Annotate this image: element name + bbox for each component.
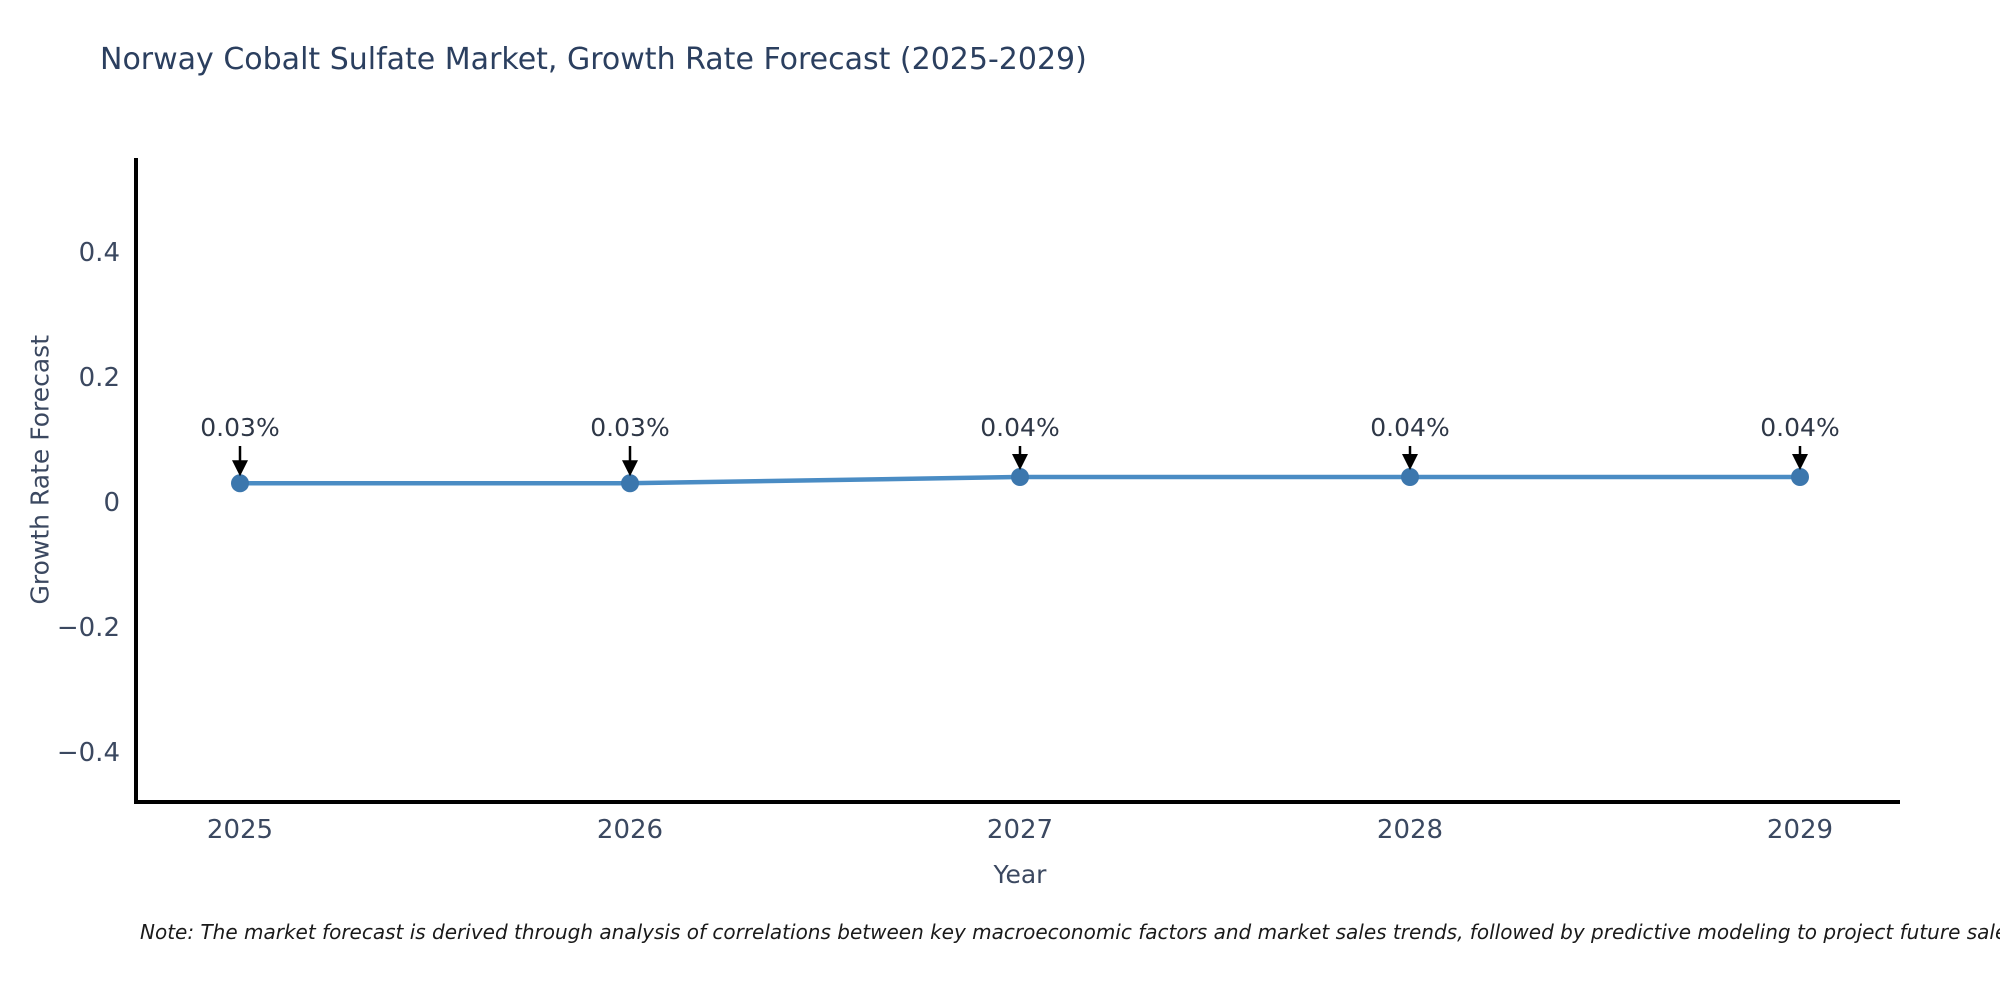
- point-annotation-label: 0.04%: [1760, 413, 1839, 442]
- y-tick-label: −0.2: [57, 613, 120, 643]
- annotation-arrow-head-icon: [1792, 454, 1808, 470]
- point-annotation-label: 0.03%: [590, 413, 669, 442]
- y-tick-label: 0.4: [79, 238, 120, 268]
- x-tick-label: 2026: [597, 815, 663, 845]
- y-tick-label: 0.2: [79, 363, 120, 393]
- point-annotation-label: 0.04%: [1370, 413, 1449, 442]
- data-point-marker: [621, 474, 639, 493]
- x-tick-label: 2027: [987, 815, 1053, 845]
- annotation-arrow-head-icon: [1012, 454, 1028, 470]
- y-tick-label: 0: [103, 488, 120, 518]
- x-tick-label: 2029: [1767, 815, 1833, 845]
- annotation-arrow-head-icon: [232, 460, 248, 477]
- chart-title: Norway Cobalt Sulfate Market, Growth Rat…: [100, 42, 1087, 77]
- x-axis-title: Year: [993, 860, 1047, 889]
- y-tick-label: −0.4: [57, 738, 120, 768]
- data-point-marker: [1401, 468, 1419, 486]
- data-point-marker: [231, 474, 249, 493]
- data-point-marker: [1011, 468, 1029, 486]
- annotation-arrow-head-icon: [1402, 454, 1418, 470]
- footnote: Note: The market forecast is derived thr…: [140, 920, 2000, 944]
- point-annotation-label: 0.04%: [980, 413, 1059, 442]
- x-tick-label: 2025: [207, 815, 273, 845]
- data-point-marker: [1791, 468, 1809, 486]
- x-tick-label: 2028: [1377, 815, 1443, 845]
- y-axis-title: Growth Rate Forecast: [25, 335, 55, 605]
- point-annotation-label: 0.03%: [200, 413, 279, 442]
- annotation-arrow-head-icon: [622, 460, 638, 477]
